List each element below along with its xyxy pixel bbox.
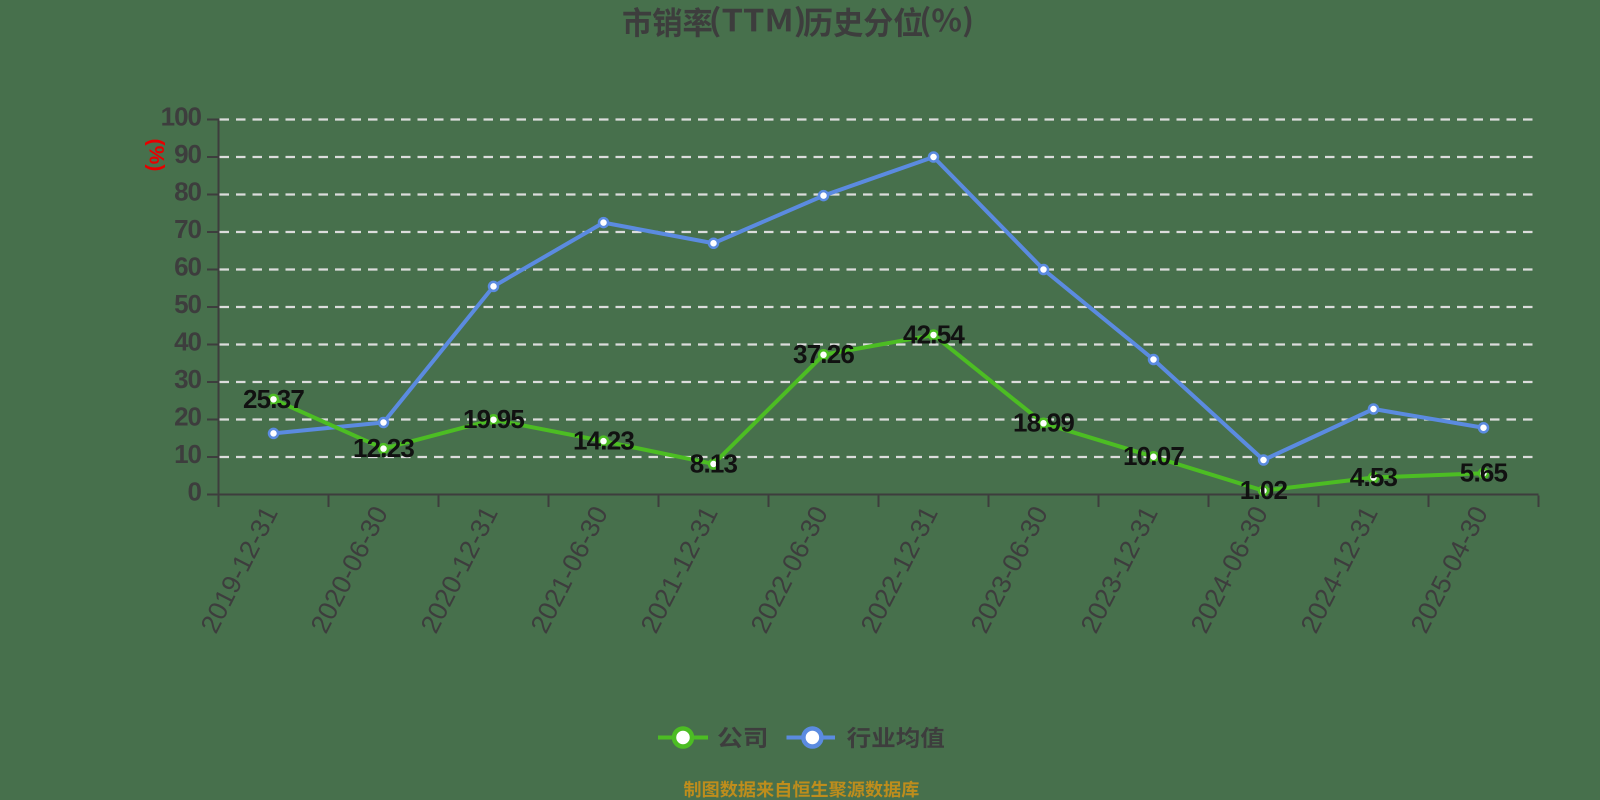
svg-text:10.07: 10.07 bbox=[1123, 441, 1184, 471]
svg-text:0: 0 bbox=[188, 477, 202, 507]
svg-text:40: 40 bbox=[174, 327, 201, 357]
svg-text:14.23: 14.23 bbox=[573, 426, 634, 456]
svg-text:60: 60 bbox=[174, 252, 201, 282]
svg-text:1.02: 1.02 bbox=[1240, 475, 1288, 505]
svg-text:80: 80 bbox=[174, 177, 201, 207]
svg-text:12.23: 12.23 bbox=[353, 433, 414, 463]
svg-text:10: 10 bbox=[174, 439, 201, 469]
svg-text:90: 90 bbox=[174, 139, 201, 169]
svg-text:100: 100 bbox=[161, 102, 202, 132]
svg-text:20: 20 bbox=[174, 402, 201, 432]
svg-text:4.53: 4.53 bbox=[1350, 462, 1398, 492]
svg-text:25.37: 25.37 bbox=[243, 384, 304, 414]
svg-text:42.54: 42.54 bbox=[903, 319, 965, 349]
svg-text:30: 30 bbox=[174, 364, 201, 394]
svg-text:37.26: 37.26 bbox=[793, 339, 854, 369]
svg-text:50: 50 bbox=[174, 289, 201, 319]
svg-text:19.95: 19.95 bbox=[463, 404, 524, 434]
svg-text:8.13: 8.13 bbox=[690, 448, 738, 478]
svg-text:70: 70 bbox=[174, 214, 201, 244]
svg-text:5.65: 5.65 bbox=[1460, 458, 1508, 488]
svg-text:(%): (%) bbox=[145, 139, 168, 172]
svg-text:18.99: 18.99 bbox=[1013, 408, 1074, 438]
